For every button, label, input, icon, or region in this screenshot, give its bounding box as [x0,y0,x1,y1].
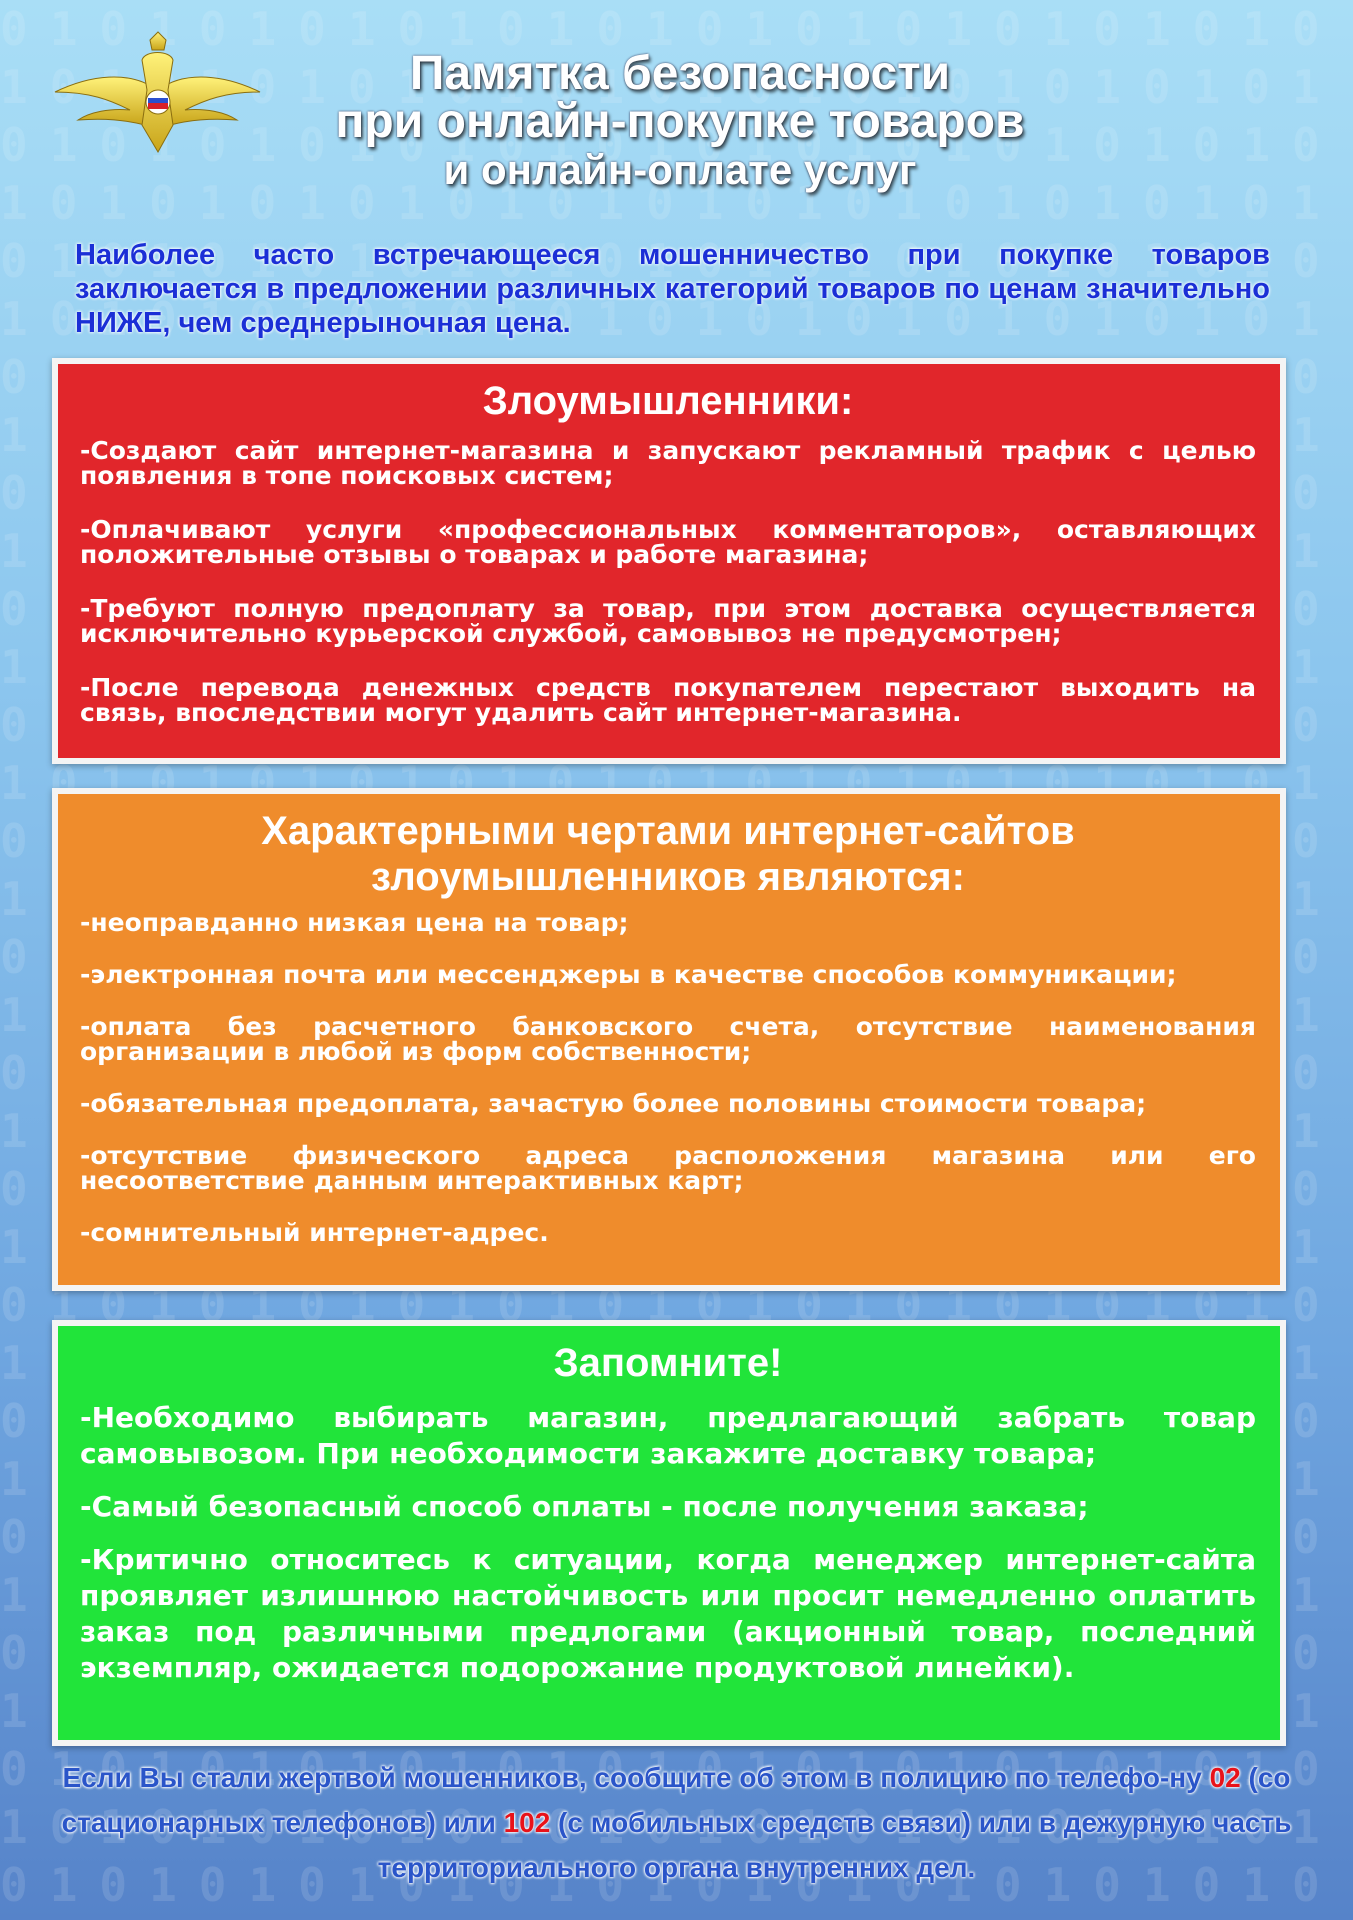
features-heading: Характерными чертами интернет-сайтов злоу… [80,808,1256,900]
list-item: -сомнительный интернет-адрес. [80,1218,549,1247]
heading-line-2: злоумышленников являются: [371,855,965,899]
footer-text-3: (с мобильных средств связи) или в дежурн… [377,1807,1292,1883]
heading-line-1: Характерными чертами интернет-сайтов [261,809,1075,853]
poster-title: Памятка безопасности при онлайн-покупке … [230,50,1130,194]
list-item: -Критично относитесь к ситуации, когда м… [80,1543,1256,1684]
fraudsters-section: Злоумышленники: -Создают сайт интернет-м… [52,358,1286,764]
list-item: -После перевода денежных средств покупат… [80,673,1256,727]
footer-text-1: Если Вы стали жертвой мошенников, сообщи… [62,1762,1210,1793]
remember-section: Запомните! -Необходимо выбирать магазин,… [52,1320,1286,1746]
emergency-number-landline: 02 [1209,1762,1241,1793]
list-item: -Необходимо выбирать магазин, предлагающ… [80,1401,1256,1470]
list-item: -Требуют полную предоплату за товар, при… [80,594,1256,648]
list-item: -Создают сайт интернет-магазина и запуск… [80,436,1256,490]
title-line-2: при онлайн-покупке товаров [335,95,1025,148]
intro-text: Наиболее часто встречающееся мошенничест… [75,239,1270,339]
list-item: -Самый безопасный способ оплаты - после … [80,1490,1089,1523]
features-section: Характерными чертами интернет-сайтов злоу… [52,788,1286,1291]
footer-text-2: (со стационарных телефонов) или [61,1762,1291,1838]
list-item: -неоправданно низкая цена на товар; [80,908,629,937]
list-item: -отсутствие физического адреса расположе… [80,1141,1256,1195]
police-eagle-emblem-icon [54,31,261,154]
title-line-3: и онлайн-оплате услуг [443,146,917,193]
title-line-1: Памятка безопасности [409,47,951,100]
emergency-number-mobile: 102 [503,1807,551,1838]
list-item: -оплата без расчетного банковского счета… [80,1012,1256,1066]
list-item: -обязательная предоплата, зачастую более… [80,1089,1147,1118]
list-item: -электронная почта или мессенджеры в кач… [80,960,1177,989]
fraudsters-heading: Злоумышленники: [482,379,854,423]
list-item: -Оплачивают услуги «профессиональных ком… [80,515,1256,569]
footer-contact-text: Если Вы стали жертвой мошенников, сообщи… [40,1755,1313,1890]
remember-heading: Запомните! [553,1341,783,1385]
